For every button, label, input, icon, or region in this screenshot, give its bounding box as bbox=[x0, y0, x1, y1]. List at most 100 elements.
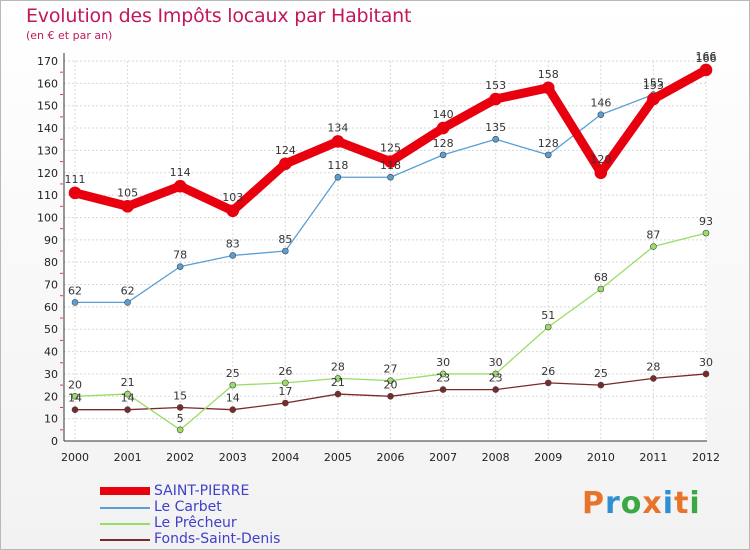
x-tick-label: 2010 bbox=[587, 451, 615, 464]
x-tick-label: 2007 bbox=[429, 451, 457, 464]
data-label: 153 bbox=[643, 79, 664, 92]
data-point bbox=[282, 247, 289, 255]
data-label: 26 bbox=[541, 365, 555, 378]
legend-swatch bbox=[100, 523, 150, 525]
logo-letter: i bbox=[689, 486, 701, 521]
data-point bbox=[334, 173, 342, 181]
x-tick-label: 2001 bbox=[114, 451, 142, 464]
y-tick-label: 110 bbox=[37, 189, 58, 202]
data-point bbox=[597, 111, 605, 118]
y-tick-label: 10 bbox=[44, 413, 58, 426]
legend-swatch bbox=[100, 539, 150, 541]
legend-label: Fonds-Saint-Denis bbox=[154, 531, 281, 547]
data-point bbox=[334, 390, 342, 398]
data-point bbox=[229, 381, 237, 389]
x-tick-label: 2005 bbox=[324, 451, 352, 464]
x-tick-label: 2011 bbox=[639, 451, 667, 464]
data-point bbox=[68, 186, 82, 200]
x-tick-label: 2000 bbox=[61, 451, 89, 464]
data-point bbox=[702, 229, 710, 237]
legend-label: Le Prêcheur bbox=[154, 515, 237, 531]
data-point bbox=[173, 179, 187, 193]
data-label: 30 bbox=[436, 356, 450, 369]
x-tick-label: 2012 bbox=[692, 451, 720, 464]
data-label: 62 bbox=[68, 284, 82, 297]
data-point bbox=[544, 323, 552, 331]
y-tick-label: 120 bbox=[37, 167, 58, 180]
x-tick-label: 2003 bbox=[219, 451, 247, 464]
x-tick-label: 2004 bbox=[271, 451, 299, 464]
logo-letter: P bbox=[582, 486, 605, 521]
data-label: 14 bbox=[68, 392, 82, 405]
x-tick-label: 2008 bbox=[482, 451, 510, 464]
data-label: 20 bbox=[68, 378, 82, 391]
data-point bbox=[436, 121, 450, 135]
y-tick-label: 140 bbox=[37, 122, 58, 135]
y-tick-label: 90 bbox=[44, 234, 58, 247]
data-point bbox=[176, 263, 184, 270]
chart-subtitle: (en € et par an) bbox=[26, 29, 113, 42]
legend-swatch bbox=[100, 487, 150, 495]
data-point bbox=[282, 379, 289, 387]
data-point bbox=[492, 135, 499, 143]
data-point bbox=[702, 370, 710, 378]
y-tick-label: 70 bbox=[44, 279, 58, 292]
data-point bbox=[387, 392, 394, 400]
data-label: 28 bbox=[646, 360, 660, 373]
data-label: 21 bbox=[121, 376, 135, 389]
data-point bbox=[597, 381, 605, 389]
data-label: 153 bbox=[485, 79, 506, 92]
data-point bbox=[439, 386, 447, 393]
data-point bbox=[334, 375, 342, 382]
data-label: 103 bbox=[222, 191, 243, 204]
data-point bbox=[384, 155, 397, 168]
y-tick-label: 170 bbox=[37, 55, 58, 68]
x-tick-label: 2006 bbox=[377, 451, 405, 464]
data-point bbox=[387, 173, 394, 181]
y-tick-label: 60 bbox=[44, 301, 58, 314]
data-point bbox=[597, 285, 605, 293]
y-tick-label: 40 bbox=[44, 346, 58, 359]
y-tick-label: 130 bbox=[37, 144, 58, 157]
data-point bbox=[282, 399, 289, 407]
data-label: 118 bbox=[327, 159, 348, 172]
logo-letter: r bbox=[605, 486, 621, 521]
data-point bbox=[226, 204, 240, 218]
data-label: 120 bbox=[590, 153, 611, 166]
data-point bbox=[176, 426, 184, 434]
data-point bbox=[541, 81, 555, 95]
data-point bbox=[439, 151, 447, 159]
data-label: 128 bbox=[433, 137, 454, 150]
legend-label: Le Carbet bbox=[154, 499, 222, 515]
chart-title: Evolution des Impôts locaux par Habitant bbox=[26, 5, 412, 27]
y-tick-label: 50 bbox=[44, 323, 58, 336]
data-label: 166 bbox=[696, 50, 717, 63]
data-point bbox=[71, 406, 79, 414]
data-point bbox=[121, 199, 134, 213]
data-point bbox=[124, 299, 131, 306]
data-point bbox=[331, 135, 345, 148]
y-tick-label: 150 bbox=[37, 100, 58, 113]
data-label: 124 bbox=[275, 144, 296, 157]
y-tick-label: 160 bbox=[37, 77, 58, 90]
data-label: 146 bbox=[590, 97, 611, 110]
data-point bbox=[650, 375, 657, 382]
data-label: 27 bbox=[384, 363, 398, 376]
data-point bbox=[544, 151, 552, 159]
y-tick-label: 0 bbox=[51, 435, 58, 448]
proxiti-logo: Proxiti bbox=[582, 486, 701, 521]
data-point bbox=[176, 404, 184, 411]
data-label: 114 bbox=[170, 166, 191, 179]
data-label: 23 bbox=[489, 372, 503, 385]
logo-letter: o bbox=[620, 486, 643, 521]
data-label: 17 bbox=[278, 385, 292, 398]
data-label: 21 bbox=[331, 376, 345, 389]
data-point bbox=[699, 63, 713, 77]
data-point bbox=[124, 390, 131, 398]
x-tick-label: 2002 bbox=[166, 451, 194, 464]
data-label: 155 bbox=[643, 77, 664, 90]
data-point bbox=[650, 243, 657, 250]
data-point bbox=[229, 252, 237, 259]
data-point bbox=[439, 370, 447, 378]
